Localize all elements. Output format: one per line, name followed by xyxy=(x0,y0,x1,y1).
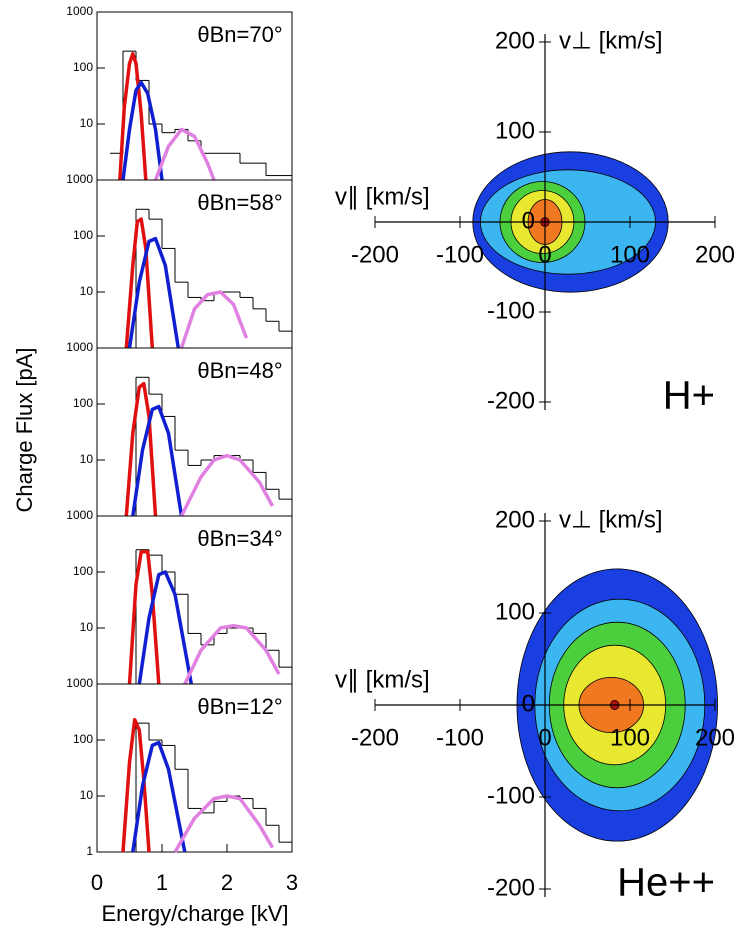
x-tick-label: 100 xyxy=(610,724,650,751)
fit-curve xyxy=(183,623,281,685)
y-tick-label: 1000 xyxy=(66,676,93,690)
y-tick-label: 100 xyxy=(495,598,535,625)
x-tick-label: 2 xyxy=(221,870,233,895)
x-axis-label: v∥ [km/s] xyxy=(335,183,430,210)
y-tick-label: 100 xyxy=(73,228,93,242)
y-tick-label: -200 xyxy=(487,874,535,901)
y-tick-label: 10 xyxy=(80,284,94,298)
y-tick-label: 1000 xyxy=(66,172,93,186)
y-tick-label: 100 xyxy=(73,396,93,410)
fit-curve xyxy=(131,404,184,517)
fit-curve xyxy=(127,236,181,349)
y-tick-label: -200 xyxy=(487,387,535,414)
y-tick-label: 10 xyxy=(80,452,94,466)
x-axis-label: v∥ [km/s] xyxy=(335,666,430,693)
panel-title: θBn=12° xyxy=(197,694,282,719)
x-tick-label: 200 xyxy=(695,241,735,268)
x-tick-label: 3 xyxy=(286,870,298,895)
y-tick-label: 0 xyxy=(522,690,535,717)
y-tick-label: 200 xyxy=(495,27,535,54)
panel-title: θBn=58° xyxy=(197,190,282,215)
panel-title: θBn=48° xyxy=(197,358,282,383)
y-tick-label: -100 xyxy=(487,782,535,809)
fit-curve xyxy=(127,549,161,685)
y-tick-label: 10 xyxy=(80,116,94,130)
x-tick-label: -200 xyxy=(351,724,399,751)
fit-curve xyxy=(131,740,187,853)
fit-curve xyxy=(173,794,275,853)
fit-curve xyxy=(124,217,155,349)
fit-curve xyxy=(118,51,148,181)
x-tick-label: -200 xyxy=(351,241,399,268)
panel-title: θBn=34° xyxy=(197,526,282,551)
fit-curve xyxy=(121,80,164,181)
y-tick-label: 0 xyxy=(522,207,535,234)
x-tick-label: -100 xyxy=(436,241,484,268)
x-tick-label: 0 xyxy=(91,870,103,895)
x-axis-label: Energy/charge [kV] xyxy=(101,901,288,926)
y-tick-label: 1 xyxy=(86,844,93,858)
fit-curve xyxy=(179,290,249,349)
y-axis-label: v⊥ [km/s] xyxy=(559,506,663,533)
y-tick-label: 200 xyxy=(495,506,535,533)
y-tick-label: 1000 xyxy=(66,4,93,18)
x-tick-label: 200 xyxy=(695,724,735,751)
y-tick-label: -100 xyxy=(487,297,535,324)
y-tick-label: 10 xyxy=(80,620,94,634)
y-axis-label: v⊥ [km/s] xyxy=(559,27,663,54)
y-tick-label: 100 xyxy=(73,732,93,746)
y-tick-label: 100 xyxy=(73,564,93,578)
x-tick-label: 100 xyxy=(610,241,650,268)
fit-curve xyxy=(124,381,158,517)
y-tick-label: 100 xyxy=(495,117,535,144)
x-tick-label: 0 xyxy=(538,241,551,268)
species-label: He++ xyxy=(617,861,715,905)
panel-title: θBn=70° xyxy=(197,22,282,47)
y-axis-label: Charge Flux [pA] xyxy=(12,347,37,512)
x-tick-label: 0 xyxy=(538,724,551,751)
fit-curve xyxy=(121,717,151,853)
fit-curve xyxy=(179,453,275,517)
x-tick-label: 1 xyxy=(156,870,168,895)
y-tick-label: 10 xyxy=(80,788,94,802)
y-tick-label: 1000 xyxy=(66,340,93,354)
x-tick-label: -100 xyxy=(436,724,484,751)
y-tick-label: 1000 xyxy=(66,508,93,522)
y-tick-label: 100 xyxy=(73,60,93,74)
species-label: H+ xyxy=(663,374,715,418)
fit-curve xyxy=(153,127,216,181)
fit-curve xyxy=(137,570,194,685)
panel-frame xyxy=(96,683,293,853)
